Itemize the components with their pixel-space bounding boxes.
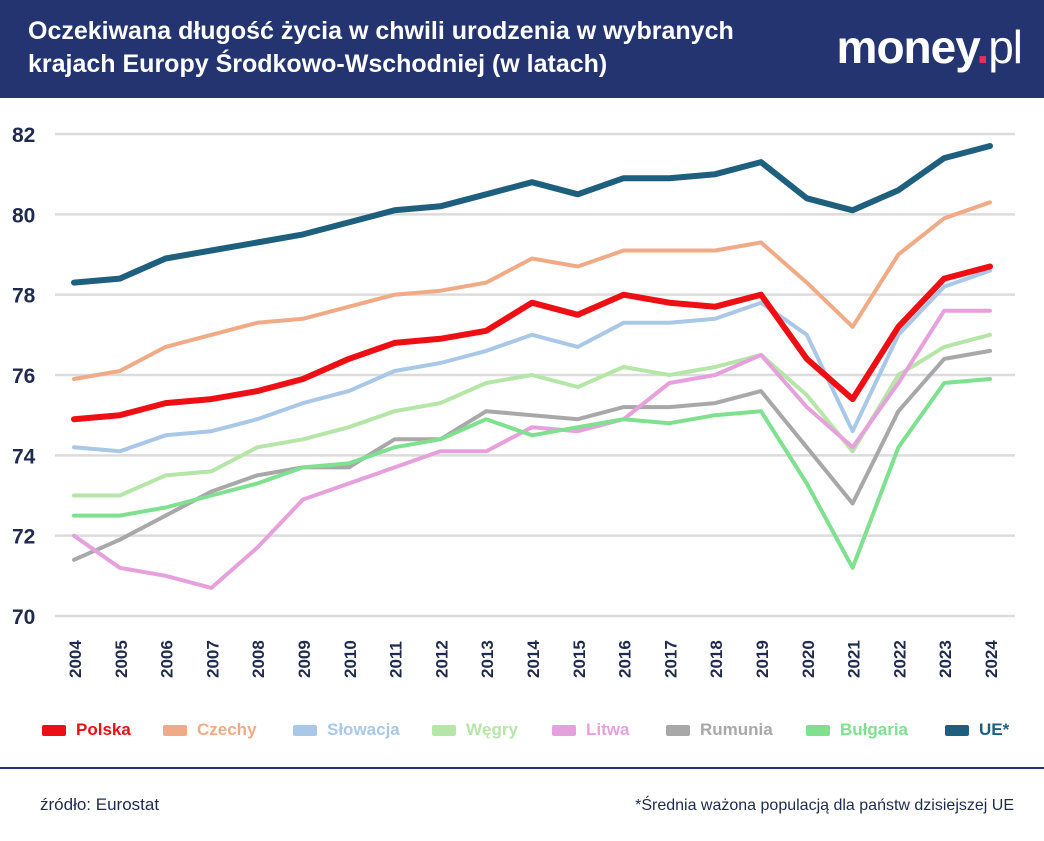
series-line-polska <box>71 263 993 423</box>
series-line-czechy <box>72 200 992 381</box>
title-line-1: Oczekiwana długość życia w chwili urodze… <box>28 17 734 45</box>
x-tick-label: 2013 <box>478 640 497 678</box>
x-tick-label: 2005 <box>112 640 131 678</box>
x-tick-label: 2021 <box>845 640 864 678</box>
x-tick-label: 2017 <box>661 640 680 678</box>
source-note: źródło: Eurostat <box>40 795 160 814</box>
x-tick-label: 2006 <box>158 640 177 678</box>
legend-swatch <box>432 725 456 736</box>
y-tick-label: 80 <box>12 204 35 227</box>
legend-swatch <box>163 725 187 736</box>
x-tick-label: 2014 <box>524 640 543 678</box>
x-tick-label: 2007 <box>203 640 222 678</box>
series-line-słowacja <box>72 268 992 454</box>
legend-swatch <box>806 725 830 736</box>
legend-label: Słowacja <box>327 720 400 739</box>
legend-label: UE* <box>979 720 1010 739</box>
series-line-ue <box>71 143 993 286</box>
legend-swatch <box>42 725 66 736</box>
y-tick-label: 70 <box>12 606 35 629</box>
x-tick-label: 2023 <box>936 640 955 678</box>
x-tick-label: 2024 <box>982 640 1001 678</box>
x-axis-ticks: 2004 2005 2006 2007 2008 2009 2010 2011 2012 2013… <box>66 640 1001 678</box>
money-pl-logo: money.pl <box>836 21 1023 73</box>
series-line-litwa <box>72 308 992 590</box>
y-tick-label: 78 <box>12 285 36 308</box>
x-tick-label: 2016 <box>616 640 635 678</box>
x-tick-label: 2022 <box>890 640 909 678</box>
series-line-rumunia <box>72 348 992 562</box>
legend-label: Czechy <box>197 720 257 739</box>
x-tick-label: 2020 <box>799 640 818 678</box>
legend-swatch <box>293 725 317 736</box>
x-tick-label: 2009 <box>295 640 314 678</box>
footnote: *Średnia ważona populacją dla państw dzi… <box>635 797 1014 814</box>
logo-main: money <box>836 21 978 73</box>
legend-swatch <box>552 725 576 736</box>
y-tick-label: 72 <box>12 526 35 549</box>
x-tick-label: 2010 <box>341 640 360 678</box>
x-tick-label: 2019 <box>753 640 772 678</box>
legend-label: Polska <box>76 720 131 739</box>
x-tick-label: 2008 <box>249 640 268 678</box>
x-tick-label: 2018 <box>707 640 726 678</box>
x-tick-label: 2004 <box>66 640 85 678</box>
legend-label: Litwa <box>586 720 630 739</box>
x-tick-label: 2012 <box>432 640 451 678</box>
x-tick-label: 2011 <box>387 641 406 678</box>
footer-divider <box>0 767 1044 769</box>
legend-label: Bułgaria <box>840 720 909 739</box>
legend-swatch <box>666 725 690 736</box>
series-lines <box>71 143 993 590</box>
header: Oczekiwana długość życia w chwili urodze… <box>0 0 1044 98</box>
legend-label: Rumunia <box>700 720 773 739</box>
x-tick-label: 2015 <box>570 640 589 678</box>
logo-dot: . <box>976 21 989 73</box>
y-tick-label: 76 <box>12 365 35 388</box>
y-axis-ticks: 70 72 74 76 78 80 82 <box>12 124 36 629</box>
chart-title: Oczekiwana długość życia w chwili urodze… <box>28 15 818 81</box>
y-tick-label: 74 <box>12 445 36 468</box>
y-tick-label: 82 <box>12 124 35 147</box>
legend: Polska Czechy Słowacja Węgry Litwa Rumunia Buł… <box>0 718 1044 744</box>
logo-suffix: pl <box>988 21 1023 73</box>
legend-label: Węgry <box>466 720 518 739</box>
legend-swatch <box>945 725 969 736</box>
grid <box>55 132 1015 618</box>
title-line-2: krajach Europy Środkowo-Wschodniej (w la… <box>28 50 608 78</box>
series-line-bułgaria <box>72 377 992 570</box>
